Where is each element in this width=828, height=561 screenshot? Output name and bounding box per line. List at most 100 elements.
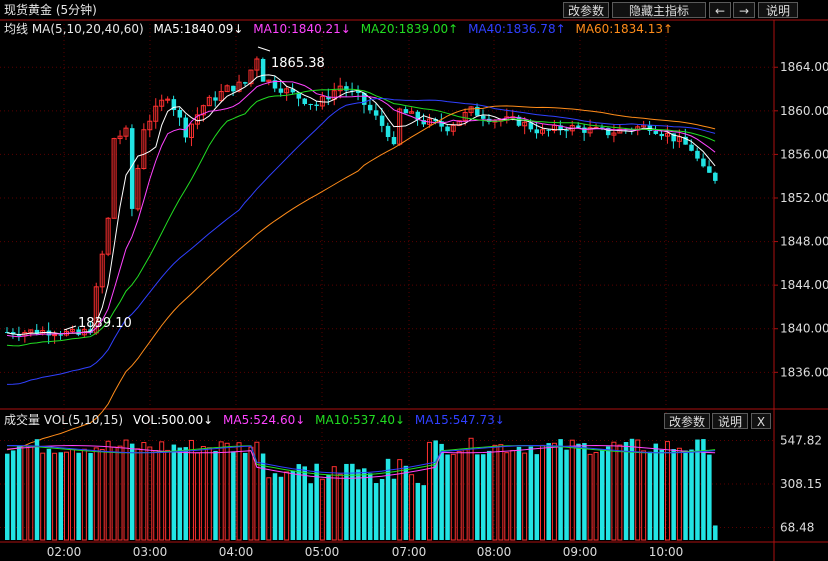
volume-bar (664, 441, 670, 541)
candle-body (671, 133, 676, 142)
candle-body (647, 125, 653, 131)
candle-body (165, 98, 171, 101)
ma60-value: MA60:1834.13↑ (575, 22, 674, 36)
ma40-line (6, 97, 716, 385)
volume-bar (582, 443, 587, 540)
hide-indicator-button[interactable]: 隐藏主指标 (612, 2, 706, 18)
volume-bar (391, 478, 397, 540)
vol-ma10-value: MA10:537.40↓ (315, 413, 406, 427)
candle-body (695, 150, 700, 159)
help-button[interactable]: 说明 (758, 2, 798, 18)
volume-bar (564, 449, 569, 540)
candle-body (105, 217, 111, 255)
volume-bar (707, 454, 712, 540)
ma20-value: MA20:1839.00↑ (360, 22, 459, 36)
volume-bar (22, 445, 28, 541)
volume-bar (81, 448, 87, 541)
volume-bar (623, 442, 629, 540)
candle-body (462, 112, 468, 122)
candle-body (284, 88, 290, 94)
scroll-left-button[interactable]: ← (709, 2, 731, 18)
volume-bar (231, 451, 236, 540)
candle-body (337, 85, 343, 92)
candle-body (528, 122, 534, 130)
volume-bar (10, 450, 16, 540)
candle-body (534, 129, 540, 134)
volume-bar (331, 466, 337, 541)
volume-bar (492, 444, 498, 541)
candle-body (409, 111, 415, 114)
candle-body (10, 332, 16, 335)
volume-bar (713, 525, 718, 540)
volume-bar (308, 483, 313, 540)
volume-bar (123, 439, 129, 541)
volume-edit-params-button[interactable]: 改参数 (664, 413, 710, 429)
candle-body (701, 158, 706, 167)
high-marker (257, 46, 271, 52)
ma10-value: MA10:1840.21↓ (253, 22, 351, 36)
volume-bar (52, 452, 58, 541)
volume-bar (445, 454, 450, 540)
volume-bar (593, 451, 599, 541)
volume-bar (653, 443, 659, 540)
volume-bar (403, 465, 409, 540)
candle-body (516, 116, 522, 126)
candle-body (713, 172, 718, 181)
candle-body (641, 124, 647, 128)
candle-body (582, 127, 587, 133)
price-tick-label: 1864.00 (780, 60, 828, 74)
candle-body (421, 120, 426, 125)
candle-body (439, 121, 444, 127)
volume-bar (111, 446, 117, 541)
volume-help-button[interactable]: 说明 (712, 413, 748, 429)
volume-bar (367, 473, 373, 540)
candle-body (385, 125, 391, 138)
candle-body (445, 126, 450, 132)
volume-bar (510, 449, 516, 541)
edit-params-button[interactable]: 改参数 (563, 2, 609, 18)
candle-body (456, 120, 462, 127)
volume-bar (671, 449, 676, 540)
chart-title: 现货黄金 (5分钟) (4, 3, 97, 17)
volume-bar (641, 450, 647, 541)
volume-bar (117, 445, 123, 541)
candle-body (600, 127, 605, 129)
vol-ma5-line (6, 444, 716, 479)
candle-body (111, 138, 117, 219)
candle-body (689, 144, 694, 151)
volume-bar (177, 447, 183, 540)
candle-body (147, 120, 153, 131)
volume-bar (362, 468, 367, 540)
volume-bar (344, 463, 349, 540)
volume-bar (153, 450, 159, 541)
volume-bar (426, 441, 432, 541)
candle-body (231, 85, 236, 92)
volume-bar (456, 451, 462, 541)
volume-bar (69, 448, 75, 541)
volume-bar (266, 477, 272, 541)
volume-bar (450, 453, 456, 541)
candle-body (367, 104, 373, 111)
candle-body (659, 133, 664, 137)
volume-bar (278, 476, 284, 540)
volume-bar (200, 446, 206, 541)
volume-bar (486, 450, 492, 540)
scroll-right-button[interactable]: → (733, 2, 755, 18)
ma20-line (6, 88, 716, 347)
volume-indicator-bar: 成交量 VOL(5,10,15) VOL:500.00↓ MA5:524.60↓… (4, 411, 511, 429)
volume-bar (105, 440, 111, 541)
candle-body (213, 97, 218, 101)
candle-body (481, 115, 486, 119)
main-indicator-label: 均线 MA(5,10,20,40,60) (4, 22, 144, 36)
volume-bar (468, 437, 474, 541)
candle-body (135, 168, 141, 210)
volume-bar (272, 473, 278, 540)
candle-body (326, 96, 331, 100)
volume-bar (379, 478, 385, 540)
candle-body (206, 96, 212, 107)
volume-bar (76, 452, 81, 540)
candle-body (475, 106, 480, 116)
volume-bar (528, 446, 534, 540)
volume-close-button[interactable]: X (751, 413, 771, 429)
candle-body (373, 110, 379, 116)
